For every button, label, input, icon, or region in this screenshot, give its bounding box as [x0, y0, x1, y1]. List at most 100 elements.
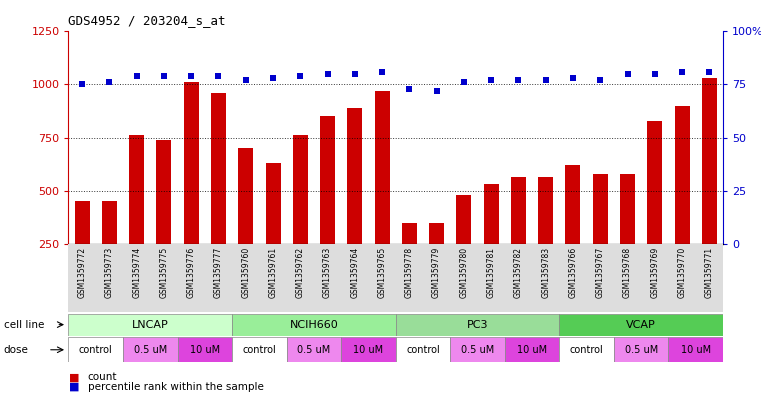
Bar	[232, 337, 287, 362]
Bar	[702, 78, 717, 244]
Point	[540, 77, 552, 83]
Point	[103, 79, 116, 86]
Text: ■: ■	[68, 382, 79, 392]
Bar	[341, 337, 396, 362]
Point	[240, 77, 252, 83]
Text: GSM1359761: GSM1359761	[269, 247, 278, 298]
Bar	[484, 184, 498, 244]
Bar	[559, 337, 614, 362]
Point	[131, 73, 143, 79]
Bar	[287, 337, 341, 362]
Point	[321, 71, 333, 77]
Text: control: control	[570, 345, 603, 354]
Text: control: control	[243, 345, 276, 354]
Text: GSM1359762: GSM1359762	[296, 247, 304, 298]
Text: GSM1359770: GSM1359770	[677, 247, 686, 298]
Bar	[559, 314, 723, 336]
Bar	[293, 136, 307, 244]
Text: GSM1359773: GSM1359773	[105, 247, 114, 298]
Bar	[68, 314, 232, 336]
Bar	[648, 121, 662, 244]
Text: GDS4952 / 203204_s_at: GDS4952 / 203204_s_at	[68, 15, 226, 28]
Text: GSM1359774: GSM1359774	[132, 247, 141, 298]
Point	[567, 75, 579, 81]
Point	[485, 77, 497, 83]
Bar	[347, 108, 362, 244]
Text: PC3: PC3	[466, 320, 489, 330]
Text: GSM1359777: GSM1359777	[214, 247, 223, 298]
Text: GSM1359768: GSM1359768	[623, 247, 632, 298]
Text: LNCAP: LNCAP	[132, 320, 169, 330]
Text: GSM1359763: GSM1359763	[323, 247, 332, 298]
Text: GSM1359778: GSM1359778	[405, 247, 414, 298]
Text: VCAP: VCAP	[626, 320, 656, 330]
Text: GSM1359775: GSM1359775	[160, 247, 168, 298]
Bar	[266, 163, 281, 244]
Bar	[183, 83, 199, 244]
Text: GSM1359769: GSM1359769	[651, 247, 659, 298]
Point	[594, 77, 607, 83]
Text: control: control	[79, 345, 113, 354]
Bar	[102, 201, 117, 244]
Text: GSM1359781: GSM1359781	[487, 247, 495, 298]
Text: 0.5 uM: 0.5 uM	[625, 345, 658, 354]
Bar	[505, 337, 559, 362]
Point	[648, 71, 661, 77]
Text: ■: ■	[68, 372, 79, 382]
Point	[349, 71, 361, 77]
Point	[622, 71, 634, 77]
Bar	[402, 224, 417, 244]
Bar	[429, 224, 444, 244]
Bar	[538, 177, 553, 244]
Bar	[374, 91, 390, 244]
Text: percentile rank within the sample: percentile rank within the sample	[88, 382, 263, 392]
Text: cell line: cell line	[4, 320, 44, 330]
Point	[431, 88, 443, 94]
Text: GSM1359771: GSM1359771	[705, 247, 714, 298]
Bar	[75, 201, 90, 244]
Bar	[593, 174, 608, 244]
Point	[376, 69, 388, 75]
Bar	[320, 116, 335, 244]
Text: GSM1359776: GSM1359776	[186, 247, 196, 298]
Bar	[565, 165, 581, 244]
Point	[295, 73, 307, 79]
Point	[458, 79, 470, 86]
Point	[76, 81, 88, 88]
Point	[158, 73, 170, 79]
Text: GSM1359779: GSM1359779	[432, 247, 441, 298]
Text: count: count	[88, 372, 117, 382]
Text: GSM1359772: GSM1359772	[78, 247, 87, 298]
Point	[267, 75, 279, 81]
Bar	[396, 314, 559, 336]
Text: GSM1359782: GSM1359782	[514, 247, 523, 298]
Point	[185, 73, 197, 79]
Text: GSM1359764: GSM1359764	[350, 247, 359, 298]
Bar	[668, 337, 723, 362]
Bar	[457, 195, 471, 244]
Text: 0.5 uM: 0.5 uM	[461, 345, 494, 354]
Point	[512, 77, 524, 83]
Point	[676, 69, 688, 75]
Text: GSM1359780: GSM1359780	[460, 247, 468, 298]
Bar	[614, 337, 668, 362]
Bar	[396, 337, 451, 362]
Text: GSM1359767: GSM1359767	[596, 247, 605, 298]
Bar	[129, 136, 144, 244]
Bar	[68, 337, 123, 362]
Text: 0.5 uM: 0.5 uM	[298, 345, 330, 354]
Bar	[451, 337, 505, 362]
Bar	[232, 314, 396, 336]
Text: GSM1359766: GSM1359766	[568, 247, 578, 298]
Bar	[177, 337, 232, 362]
Text: GSM1359760: GSM1359760	[241, 247, 250, 298]
Text: control: control	[406, 345, 440, 354]
Bar	[674, 106, 689, 244]
Text: 0.5 uM: 0.5 uM	[134, 345, 167, 354]
Text: GSM1359765: GSM1359765	[377, 247, 387, 298]
Bar	[157, 140, 171, 244]
Text: GSM1359783: GSM1359783	[541, 247, 550, 298]
Point	[703, 69, 715, 75]
Point	[403, 86, 416, 92]
Bar	[123, 337, 177, 362]
